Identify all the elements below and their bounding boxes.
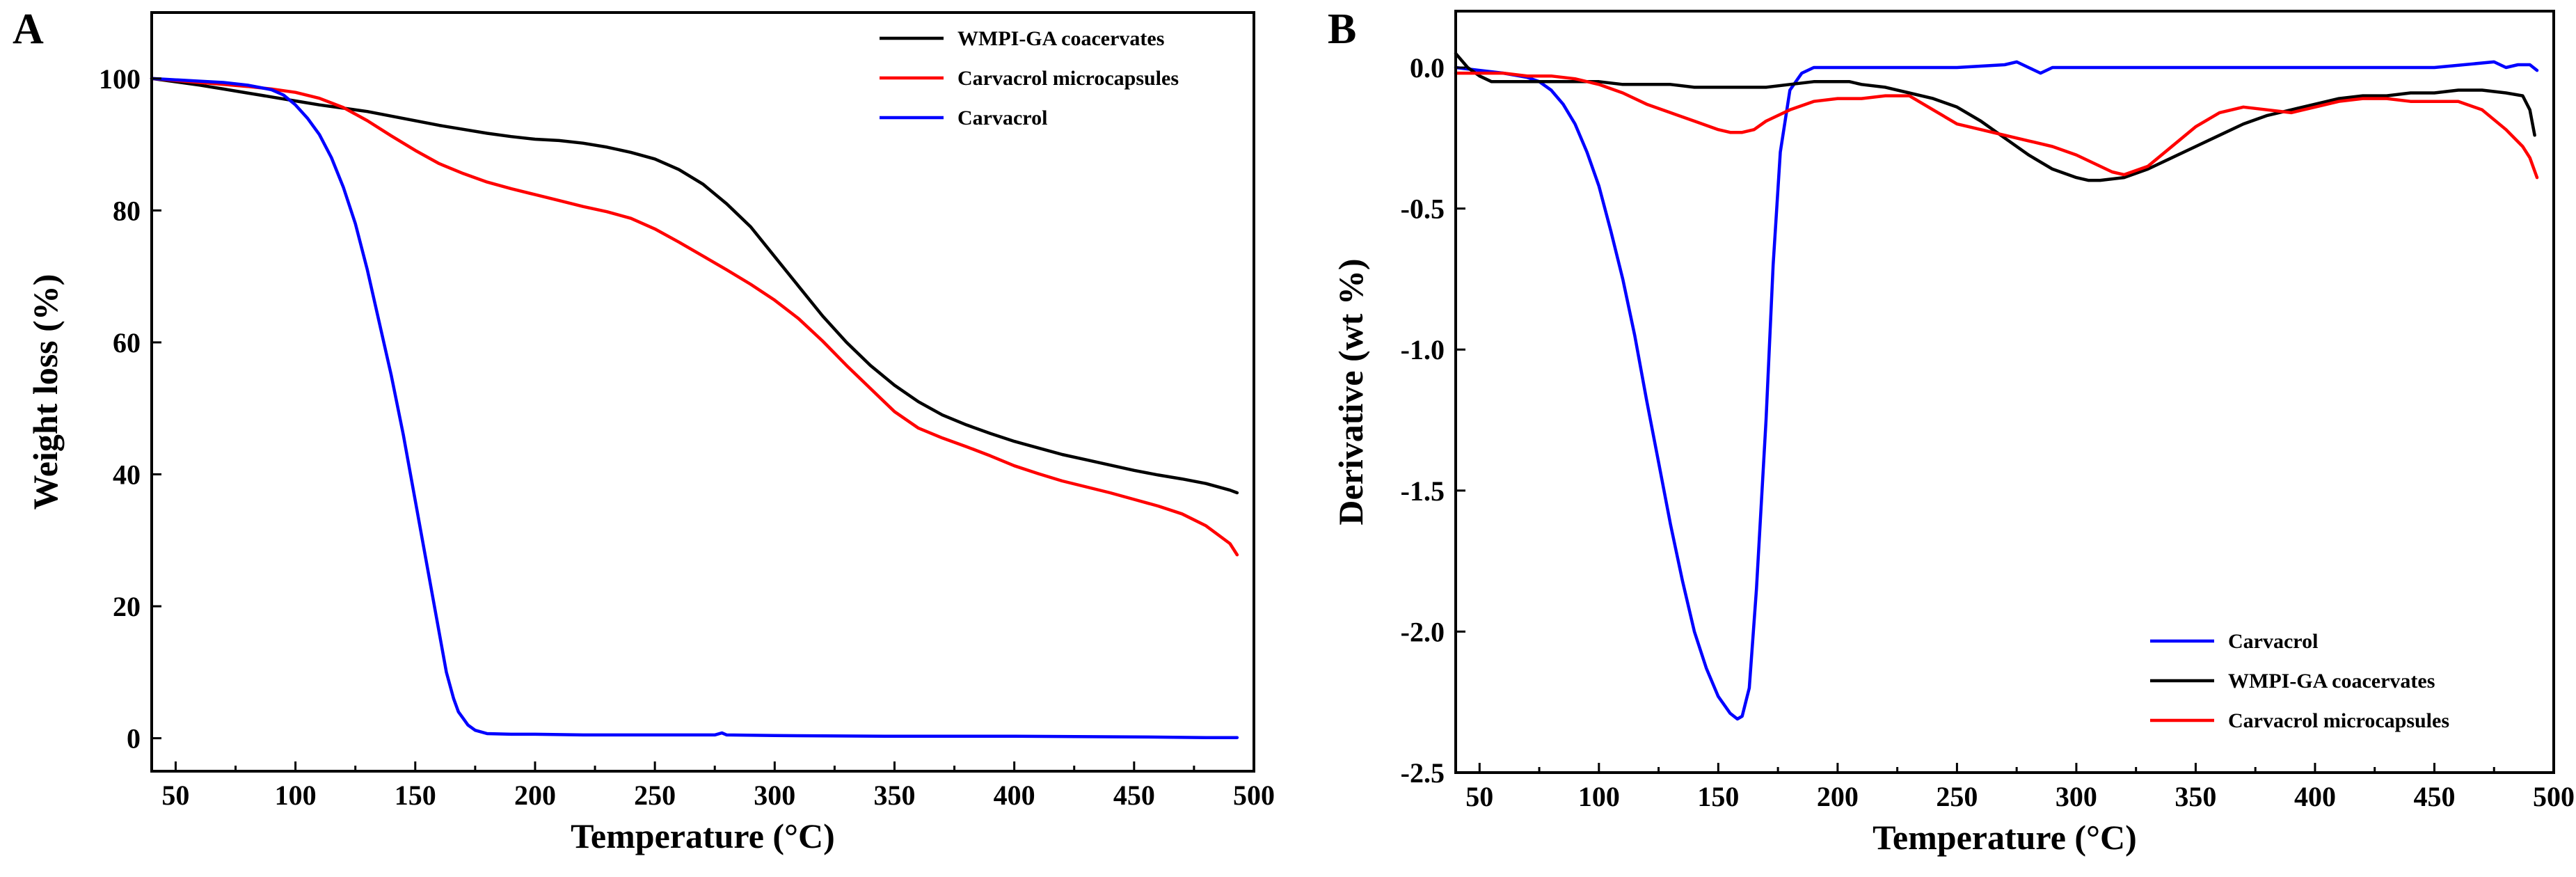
x-tick-label: 300 bbox=[2056, 781, 2097, 812]
panel-label: B bbox=[1328, 6, 1356, 53]
x-tick-label: 50 bbox=[1465, 781, 1493, 812]
series-line-carvacrol bbox=[1454, 60, 2539, 721]
legend-label-carvacrol-microcapsules: Carvacrol microcapsules bbox=[2228, 709, 2449, 732]
x-tick-label: 100 bbox=[1578, 781, 1620, 812]
y-tick-label: 60 bbox=[113, 327, 141, 358]
panel-label: A bbox=[13, 6, 44, 53]
x-tick-label: 500 bbox=[1233, 780, 1275, 811]
x-tick-label: 350 bbox=[873, 780, 915, 811]
y-tick-label: 100 bbox=[99, 63, 141, 95]
x-tick-label: 150 bbox=[395, 780, 436, 811]
legend-label-wmpi-ga-coacervates: WMPI-GA coacervates bbox=[957, 27, 1164, 50]
legend-label-wmpi-ga-coacervates: WMPI-GA coacervates bbox=[2228, 670, 2435, 693]
legend-label-carvacrol: Carvacrol bbox=[2228, 630, 2318, 653]
panel-a-weight-loss-chart: A 50 100 150 200 250 300 350 400 450 500 0 20 40 60 80 1… bbox=[13, 6, 1275, 855]
series-line-carvacrol bbox=[150, 77, 1239, 739]
x-tick-label: 500 bbox=[2533, 781, 2575, 812]
x-tick-label: 450 bbox=[1113, 780, 1155, 811]
y-axis-title: Derivative (wt %) bbox=[1331, 258, 1370, 525]
x-tick-label: 50 bbox=[161, 780, 189, 811]
x-axis-title: Temperature (°C) bbox=[571, 816, 835, 855]
y-tick-label: -0.5 bbox=[1401, 193, 1445, 225]
y-tick-label: -2.5 bbox=[1401, 757, 1445, 789]
x-tick-label: 450 bbox=[2413, 781, 2455, 812]
series-line-carvacrol-microcapsules bbox=[150, 77, 1239, 557]
y-tick-label: 20 bbox=[113, 591, 141, 622]
legend: WMPI-GA coacervates Carvacrol microcapsul… bbox=[880, 27, 1179, 129]
y-tick-label: 80 bbox=[113, 195, 141, 226]
y-tick-label: 0 bbox=[127, 723, 141, 754]
series-line-wmpi-ga-coacervates bbox=[1454, 52, 2536, 182]
series-line-carvacrol-microcapsules bbox=[1454, 71, 2539, 180]
x-tick-label: 100 bbox=[275, 780, 317, 811]
x-tick-label: 250 bbox=[634, 780, 676, 811]
x-tick-label: 200 bbox=[1817, 781, 1859, 812]
x-tick-label: 350 bbox=[2175, 781, 2216, 812]
y-tick-label: -1.5 bbox=[1401, 475, 1445, 507]
x-tick-label: 400 bbox=[2294, 781, 2336, 812]
y-axis-title: Weight loss (%) bbox=[26, 274, 65, 510]
panel-b-derivative-chart: B 50 100 150 200 250 300 350 400 450 500 0.0 -0.5 -1.… bbox=[1328, 6, 2575, 857]
y-tick-label: -1.0 bbox=[1401, 334, 1445, 365]
x-axis-title: Temperature (°C) bbox=[1873, 818, 2137, 857]
plot-frame bbox=[1454, 10, 2555, 774]
plot-frame bbox=[150, 11, 1255, 773]
y-tick-label: 0.0 bbox=[1410, 52, 1445, 84]
legend-label-carvacrol: Carvacrol bbox=[957, 106, 1047, 129]
x-tick-label: 200 bbox=[514, 780, 556, 811]
x-tick-label: 150 bbox=[1697, 781, 1739, 812]
y-tick-label: 40 bbox=[113, 459, 141, 490]
y-tick-label: -2.0 bbox=[1401, 616, 1445, 647]
series-line-wmpi-ga-coacervates bbox=[150, 77, 1239, 495]
x-tick-label: 300 bbox=[754, 780, 795, 811]
x-tick-label: 400 bbox=[994, 780, 1035, 811]
legend: Carvacrol WMPI-GA coacervates Carvacrol mi… bbox=[2150, 630, 2449, 732]
legend-label-carvacrol-microcapsules: Carvacrol microcapsules bbox=[957, 67, 1179, 90]
x-tick-label: 250 bbox=[1936, 781, 1978, 812]
